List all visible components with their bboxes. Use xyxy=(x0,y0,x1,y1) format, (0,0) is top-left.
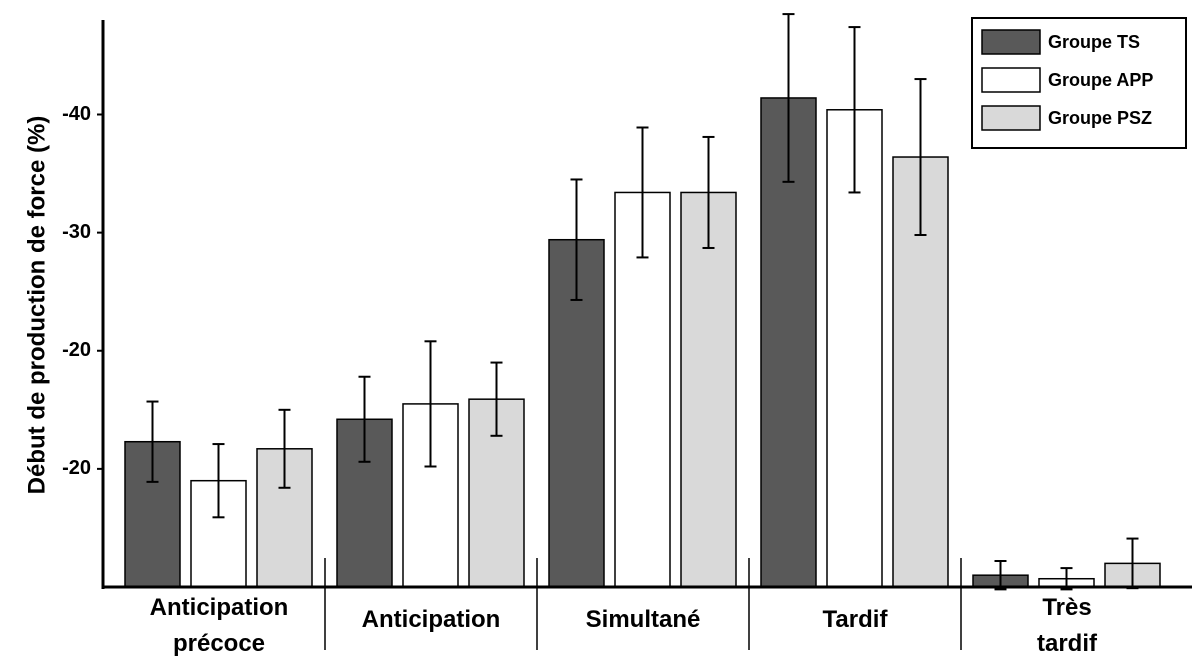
legend-label: Groupe APP xyxy=(1048,70,1153,90)
x-tick-label-line: précoce xyxy=(173,630,265,657)
x-tick-label-line: Très xyxy=(1042,594,1091,621)
legend-swatch xyxy=(981,29,1041,55)
x-tick-label-line: Anticipation xyxy=(150,594,289,621)
legend-swatch xyxy=(981,67,1041,93)
x-tick-label-line: tardif xyxy=(1037,630,1098,657)
y-tick-label: -20 xyxy=(62,339,91,361)
y-axis-label: Début de production de force (%) xyxy=(23,116,50,495)
bar xyxy=(680,191,737,588)
x-tick-label: Tardif xyxy=(823,606,889,633)
x-tick-label: Anticipation xyxy=(362,606,501,633)
y-tick-label: -30 xyxy=(62,221,91,243)
y-tick-label: -20 xyxy=(62,457,91,479)
legend-label: Groupe PSZ xyxy=(1048,108,1152,128)
x-tick-label: Anticipation précoce xyxy=(150,594,289,657)
legend-label: Groupe TS xyxy=(1048,32,1140,52)
x-tick-label: Simultané xyxy=(586,606,701,633)
x-tick-label: Très tardif xyxy=(1037,594,1098,657)
legend-swatch xyxy=(981,105,1041,131)
y-tick-label: -40 xyxy=(62,103,91,125)
